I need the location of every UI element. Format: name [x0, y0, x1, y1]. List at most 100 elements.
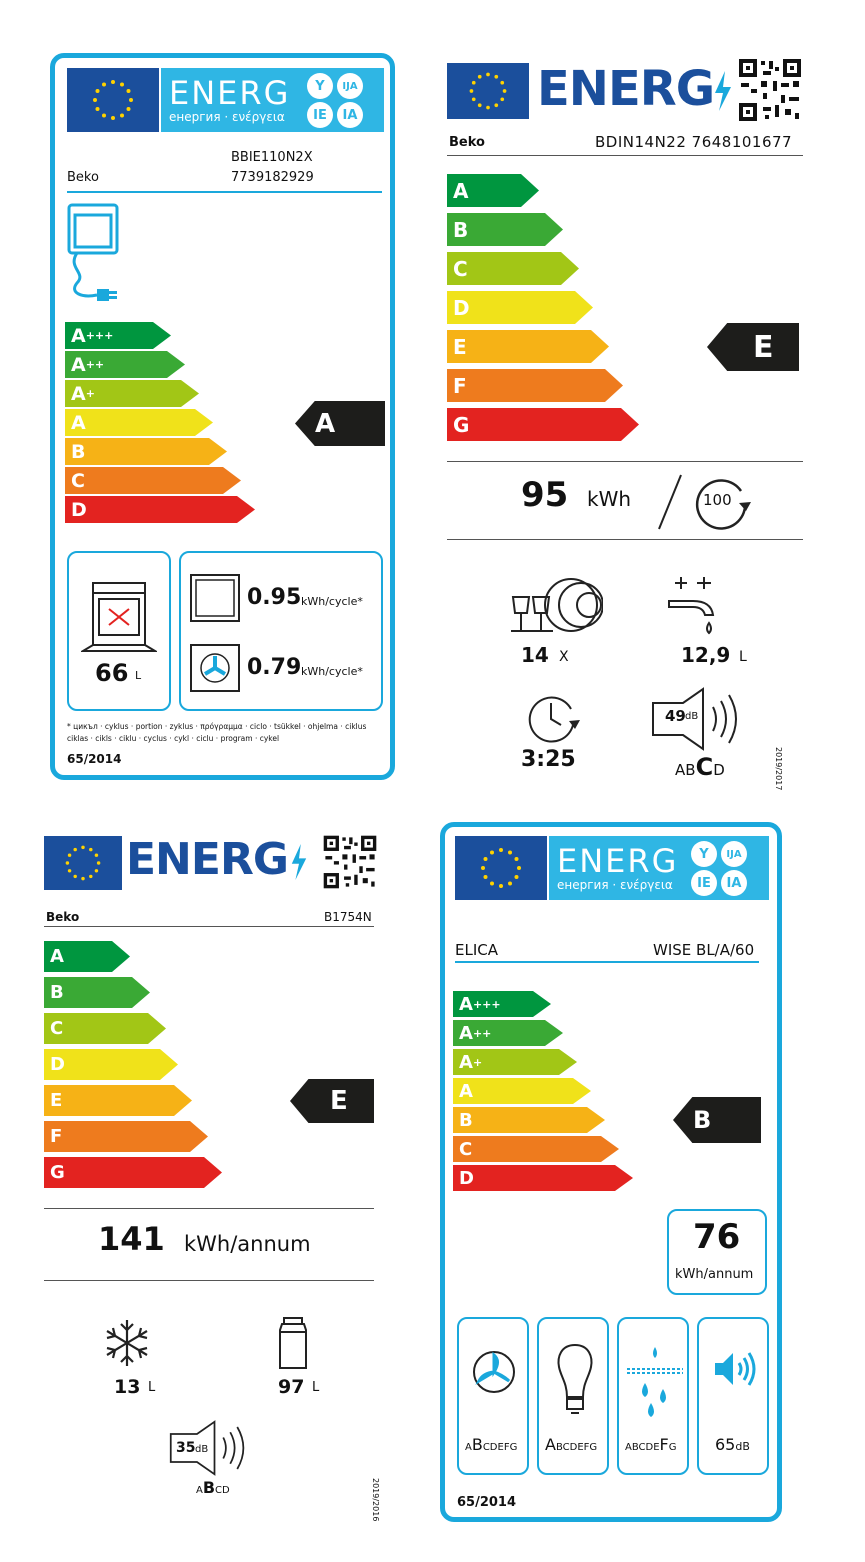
scale-bar-e: E [44, 1085, 192, 1116]
consumption-box: 76 kWh/annum [667, 1209, 767, 1295]
consumption-bottom-divider [447, 539, 803, 540]
noise-speaker-icon [652, 687, 737, 751]
duration-clock-icon [528, 696, 580, 743]
scale-bar-a: A [65, 409, 213, 436]
fan-class-scale: ABCDEFG [465, 1435, 517, 1454]
fan-oven-icon [190, 644, 240, 692]
model-name: B1754N [324, 910, 372, 924]
brand: Beko [46, 910, 80, 924]
cycle-arrow-icon [695, 479, 751, 530]
volume-unit: L [135, 669, 142, 682]
scale-bar-f: F [44, 1121, 208, 1152]
noise-box: 65dB [697, 1317, 769, 1475]
noise-value-line: 65dB [715, 1435, 750, 1454]
rating-arrow: E [290, 1079, 374, 1123]
water-unit: L [739, 649, 747, 665]
header-divider [44, 926, 374, 927]
scale-bar-a2plus: A ++ [453, 1020, 563, 1046]
dishwasher-energy-label: ENERG Beko BDIN14N22 7648101677 A B C D … [445, 55, 815, 790]
lang-circle-3: IE [307, 102, 333, 128]
noise-db-unit: dB [685, 711, 699, 722]
consumption-box: 0.95 kWh/cycle* 0.79 kWh/cycle* [179, 551, 383, 711]
consumption-value: 76 [693, 1217, 741, 1257]
hood-energy-label: ENERG енергия · ενέργεια Y IJA IE IA ELI… [440, 822, 782, 1522]
place-settings-value: 14 [521, 643, 549, 667]
grease-class-scale: ABCDEFG [625, 1435, 676, 1454]
snowflake-icon [106, 1320, 148, 1366]
energy-word: ENERG [537, 61, 715, 117]
eu-stars-icon [481, 848, 521, 888]
lighting-class-scale: ABCDEFG [545, 1435, 597, 1454]
brand: Beko [449, 135, 485, 150]
scale-bar-d: D [44, 1049, 178, 1080]
oven-plug-icon [67, 203, 119, 301]
eu-flag [455, 836, 547, 900]
fan-classes-pre: A [465, 1442, 472, 1453]
eu-stars-icon [65, 845, 101, 881]
consumption-unit: kWh/annum [184, 1232, 311, 1256]
freezer-unit: L [148, 1380, 156, 1395]
regulation: 2019/2017 [774, 747, 783, 791]
noise-class-active: B [202, 1478, 216, 1497]
regulation: 65/2014 [67, 752, 122, 766]
volume-box: 66 L [67, 551, 171, 711]
lang-circle-3: IE [691, 870, 717, 896]
noise-unit: dB [735, 1440, 750, 1453]
brand: Beko [67, 170, 99, 185]
energy-word: ENERG [169, 74, 291, 112]
regulation: 2019/2016 [371, 1478, 380, 1522]
regulation: 65/2014 [457, 1495, 517, 1510]
scale-bar-e: E [447, 330, 609, 363]
scale-bar-b: B [453, 1107, 605, 1133]
lang-circle-4: IA [337, 102, 363, 128]
energy-word: ENERG [126, 834, 289, 885]
scale-bar-b: B [447, 213, 563, 246]
fridge-unit: L [312, 1380, 320, 1395]
scale-bar-d: D [65, 496, 255, 523]
energy-header: ENERG енергия · ενέργεια Y IJA IE IA [549, 836, 769, 900]
consumption-unit: kWh [587, 487, 632, 511]
model-name: WISE BL/A/60 [653, 941, 755, 959]
place-settings-unit: X [559, 649, 569, 665]
place-settings-icon [511, 578, 603, 632]
fan-unit: kWh/cycle* [301, 665, 363, 678]
lighting-efficiency-box: ABCDEFG [537, 1317, 609, 1475]
noise-db-value: 35 [176, 1440, 196, 1456]
scale-bar-d: D [453, 1165, 633, 1191]
energy-subtitle: енергия · ενέργεια [557, 878, 673, 892]
eu-flag [447, 63, 529, 119]
header-divider [447, 155, 803, 156]
rating-arrow: A [295, 401, 385, 446]
lang-circle-2: IJA [337, 73, 363, 99]
grease-filter-box: ABCDEFG [617, 1317, 689, 1475]
cycles-value: 100 [703, 491, 732, 509]
eu-flag [44, 836, 122, 890]
model-name: BBIE110N2X [231, 150, 313, 165]
freezer-value: 13 [114, 1376, 141, 1398]
conventional-oven-icon [190, 574, 240, 622]
scale-bar-aplus: A + [65, 380, 199, 407]
lightning-icon [291, 844, 307, 880]
eu-stars-icon [469, 72, 507, 110]
fan-class-active: B [471, 1435, 483, 1454]
duration-value: 3:25 [521, 747, 576, 772]
consumption-unit: kWh/annum [675, 1267, 754, 1282]
qr-code-icon [737, 57, 803, 123]
noise-classes-pre: A [196, 1485, 203, 1496]
noise-db-unit: dB [195, 1444, 209, 1455]
scale-bar-g: G [447, 408, 639, 441]
bottle-icon [279, 1317, 307, 1369]
grease-classes-pre: ABCDE [625, 1442, 660, 1453]
energy-subtitle: енергия · ενέργεια [169, 110, 285, 124]
lang-circle-2: IJA [721, 841, 747, 867]
lighting-class-active: A [545, 1435, 556, 1454]
scale-bar-c: C [65, 467, 241, 494]
noise-db-value: 49 [665, 707, 686, 725]
oven-cavity-icon [81, 582, 157, 652]
conventional-value: 0.95 [247, 585, 302, 610]
scale-bar-aplus: A + [453, 1049, 577, 1075]
noise-classes-post: CD [215, 1485, 230, 1496]
lang-circle-1: Y [307, 73, 333, 99]
scale-bar-a2plus: A ++ [65, 351, 185, 378]
scale-bar-b: B [44, 977, 150, 1008]
